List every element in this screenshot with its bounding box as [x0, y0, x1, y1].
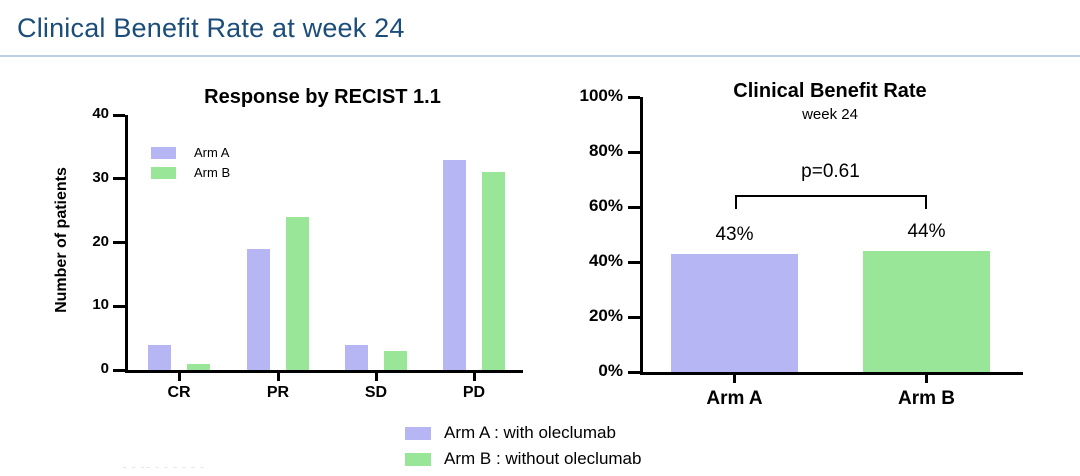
- bar-value-label: 44%: [907, 221, 946, 242]
- x-axis-tick-label: Arm B: [897, 388, 955, 409]
- y-axis-tick-label: 0%: [598, 361, 623, 380]
- right-chart-plot-area: 0% 20% 40% 60% 80% 100% 43% Arm A 44% Arm B p=0.61: [580, 86, 1023, 409]
- x-axis-tick: [177, 370, 181, 381]
- x-axis-tick-label: Arm A: [706, 388, 763, 409]
- left-chart-plot-area: Arm A Arm B 0 10 20 30 40 CR PR SD PD: [92, 105, 523, 401]
- bar-arm-b-pd: [482, 172, 505, 370]
- x-axis-tick: [925, 372, 928, 383]
- legend-label: Arm B: [194, 165, 231, 180]
- y-axis-tick: [628, 95, 640, 99]
- x-axis-tick-label: CR: [167, 384, 191, 401]
- y-axis-tick: [113, 368, 125, 372]
- legend-label: Arm B : without oleclumab: [444, 449, 642, 468]
- y-axis-tick: [628, 370, 640, 374]
- right-chart-subtitle: week 24: [802, 106, 858, 123]
- right-chart-title: Clinical Benefit Rate: [733, 80, 927, 102]
- y-axis-tick-label: 20: [92, 232, 109, 250]
- left-chart-legend: Arm A Arm B: [151, 145, 230, 185]
- legend-label: Arm A : with oleclumab: [444, 423, 616, 442]
- y-axis-tick-label: 0: [100, 360, 109, 377]
- bar-arm-a-cr: [148, 344, 171, 370]
- y-axis-tick-label: 30: [92, 168, 109, 186]
- y-axis-tick: [113, 304, 125, 308]
- title-underline: [0, 55, 1080, 57]
- x-axis-tick: [472, 370, 476, 381]
- arm-a-swatch: [151, 146, 176, 159]
- y-axis-tick-label: 20%: [588, 306, 623, 325]
- x-axis-tick: [276, 370, 280, 381]
- y-axis-tick: [628, 260, 640, 264]
- x-axis-tick: [733, 372, 736, 383]
- legend-item-arm-a: Arm A: [151, 145, 230, 160]
- legend-label: Arm A: [194, 145, 230, 160]
- bar-arm-a: [671, 253, 798, 372]
- arm-b-swatch: [151, 166, 176, 179]
- y-axis-tick-label: 60%: [588, 196, 623, 215]
- bar-arm-a-sd: [345, 344, 368, 370]
- p-value-label: p=0.61: [801, 161, 860, 182]
- left-chart-title: Response by RECIST 1.1: [204, 86, 441, 108]
- bar-arm-b: [863, 251, 990, 372]
- x-axis-tick: [374, 370, 378, 381]
- y-axis-tick: [113, 241, 125, 244]
- y-axis-tick-label: 10: [92, 296, 109, 314]
- page-title: Clinical Benefit Rate at week 24: [17, 13, 405, 43]
- y-axis-tick: [113, 113, 125, 117]
- bar-arm-b-cr: [187, 363, 210, 370]
- x-axis-tick-label: PD: [462, 384, 486, 401]
- legend-item-arm-a: Arm A : with oleclumab: [405, 420, 641, 446]
- bar-arm-b-pr: [286, 217, 309, 370]
- bar-arm-a-pr: [247, 248, 270, 370]
- y-axis-tick-label: 40: [92, 105, 109, 122]
- left-chart-y-axis-label: Number of patients: [53, 167, 70, 313]
- y-axis-tick-label: 80%: [588, 141, 623, 160]
- x-axis-tick-label: PR: [266, 384, 290, 401]
- bar-arm-a-pd: [443, 159, 466, 370]
- arm-b-swatch: [405, 452, 431, 466]
- y-axis-tick: [628, 315, 640, 319]
- y-axis-tick: [628, 205, 640, 209]
- arm-a-swatch: [405, 426, 431, 440]
- y-axis-tick-label: 40%: [588, 251, 623, 270]
- y-axis-tick-label: 100%: [579, 86, 623, 105]
- cropped-fineprint-text: – – –– – – – – – –: [123, 465, 206, 471]
- legend-item-arm-b: Arm B : without oleclumab: [405, 446, 641, 472]
- comparison-bracket: [734, 195, 927, 209]
- y-axis-tick: [113, 177, 125, 181]
- legend-item-arm-b: Arm B: [151, 165, 230, 180]
- bar-value-label: 43%: [715, 223, 754, 245]
- x-axis-tick-label: SD: [364, 384, 388, 401]
- y-axis-tick: [628, 150, 640, 154]
- bottom-legend: Arm A : with oleclumab Arm B : without o…: [405, 420, 641, 472]
- bar-arm-b-sd: [384, 350, 407, 370]
